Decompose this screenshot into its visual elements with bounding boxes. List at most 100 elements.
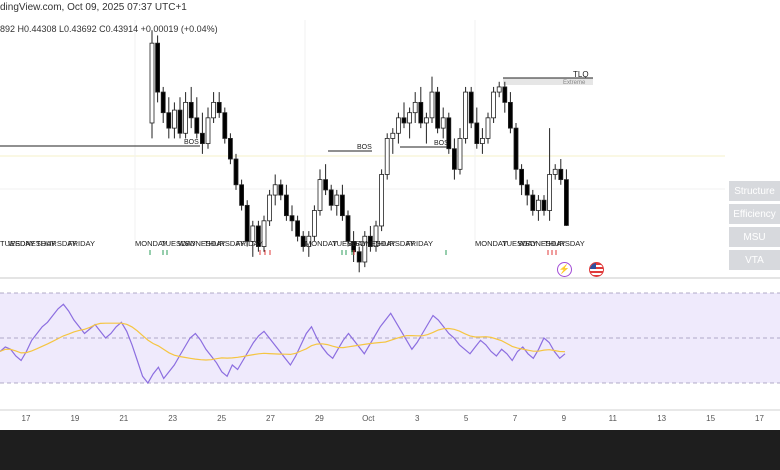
msu-button[interactable]: MSU <box>729 227 780 247</box>
candle-body <box>177 109 183 134</box>
day-label: MONDAY <box>305 239 337 248</box>
candle <box>412 92 418 123</box>
candle-body <box>423 117 429 124</box>
efficiency-button[interactable]: Efficiency <box>729 204 780 224</box>
candle-body <box>194 117 200 134</box>
x-tick-label: 21 <box>119 414 128 423</box>
candle-body <box>317 179 323 211</box>
candle-body <box>171 109 177 129</box>
header-source: dingView.com, Oct 09, 2025 07:37 UTC+1 <box>0 2 187 13</box>
day-label: THURSDAY <box>544 239 585 248</box>
candle-body <box>188 101 194 119</box>
candle <box>502 81 508 113</box>
candle-body <box>183 101 189 134</box>
x-tick-label: Oct <box>362 414 375 423</box>
candle-body <box>323 179 329 191</box>
candle-body <box>244 204 250 242</box>
day-label: THURSDAY <box>374 239 415 248</box>
candle-body <box>255 225 261 247</box>
candle-body <box>367 235 373 247</box>
candle <box>524 179 530 206</box>
candle-body <box>485 117 491 139</box>
candle-body <box>524 184 530 196</box>
bos-label: BOS <box>357 144 372 151</box>
candle <box>496 81 502 98</box>
candle <box>356 246 362 273</box>
candle <box>485 112 491 144</box>
candle-body <box>502 86 508 103</box>
candle-body <box>552 168 558 175</box>
candle-body <box>474 122 480 144</box>
candle-body <box>227 138 233 160</box>
day-label: FRIDAY <box>406 239 433 248</box>
candle-body <box>166 112 172 129</box>
candle-body <box>222 112 228 139</box>
flag-canton <box>590 263 596 269</box>
candle <box>188 86 194 129</box>
lightning-event-icon[interactable]: ⚡ <box>557 262 572 277</box>
candle-body <box>446 117 452 150</box>
candle <box>440 107 446 139</box>
candle-body <box>250 225 256 242</box>
candle-series <box>149 30 569 273</box>
candle-body <box>149 42 155 124</box>
candle-body <box>311 210 317 237</box>
candle-body <box>239 184 245 206</box>
day-label: FRIDAY <box>236 239 263 248</box>
candle-body <box>272 184 278 196</box>
x-tick-label: 25 <box>217 414 226 423</box>
candle <box>541 195 547 216</box>
candle-body <box>211 101 217 119</box>
candle <box>401 102 407 129</box>
candle-body <box>519 168 524 186</box>
candle-body <box>479 138 485 144</box>
candle <box>519 164 524 196</box>
vta-button[interactable]: VTA <box>729 250 780 270</box>
candle-body <box>407 112 413 124</box>
candle <box>451 138 457 180</box>
day-markers <box>149 250 557 255</box>
candle <box>306 231 312 257</box>
candle-body <box>468 91 474 124</box>
candle <box>289 205 295 232</box>
candle-body <box>267 194 273 222</box>
candle <box>177 97 183 139</box>
x-axis: 17 19 21 23 25 27 29 Oct 3 5 7 9 11 13 15 17 <box>0 409 780 423</box>
candle <box>311 205 317 242</box>
candle <box>323 164 329 196</box>
candle <box>295 215 301 242</box>
candle <box>418 86 424 129</box>
x-tick-label: 27 <box>266 414 275 423</box>
candle <box>395 112 401 144</box>
chart-area[interactable]: BOS BOS BOS TLQ Extreme TUESDAY WEDNESDAY THUR… <box>0 0 780 430</box>
candle <box>149 30 155 139</box>
structure-button[interactable]: Structure <box>729 181 780 201</box>
candle <box>244 200 250 247</box>
candle <box>463 86 469 144</box>
candle <box>328 184 334 211</box>
bos-label: BOS <box>184 139 199 146</box>
candle <box>435 86 441 134</box>
candle-body <box>334 194 340 206</box>
day-label: TUESDAY <box>0 239 35 248</box>
candle <box>261 215 267 252</box>
x-tick-label: 7 <box>513 414 518 423</box>
candle-body <box>418 101 424 124</box>
x-tick-label: 29 <box>315 414 324 423</box>
candle-body <box>390 132 396 139</box>
x-tick-label: 3 <box>415 414 420 423</box>
us-flag-event-icon[interactable] <box>589 262 604 277</box>
candle <box>379 169 385 232</box>
day-label: WEDNESDAY <box>8 239 56 248</box>
candle <box>429 76 435 123</box>
candle <box>278 179 284 201</box>
candle <box>216 92 222 118</box>
candle <box>166 97 172 139</box>
price-gridlines <box>0 155 725 190</box>
candle <box>233 153 239 190</box>
bos-label: BOS <box>434 140 449 147</box>
candle <box>155 35 161 103</box>
candle <box>552 164 558 180</box>
candle-body <box>513 127 519 170</box>
